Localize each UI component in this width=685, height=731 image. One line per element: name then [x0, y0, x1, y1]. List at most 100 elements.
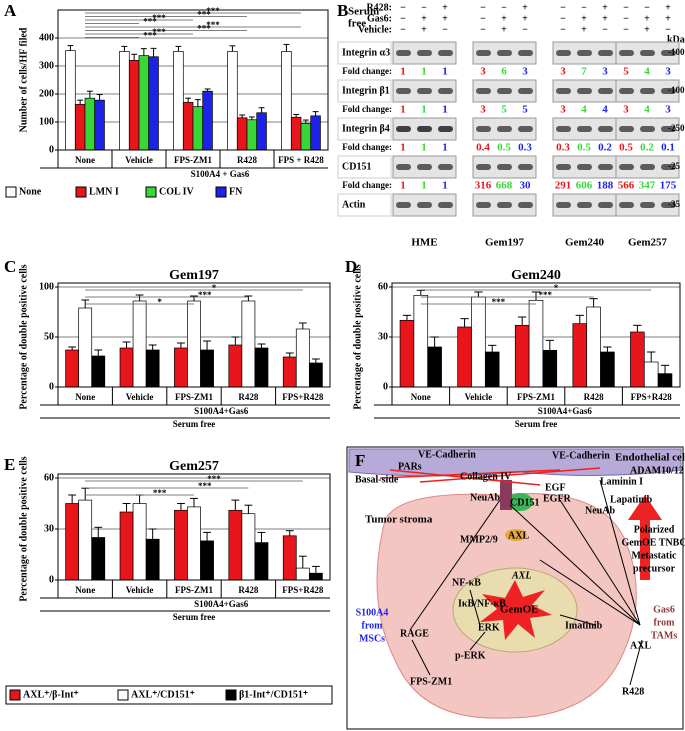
y-axis-label: Percentage of double positive cells — [18, 264, 29, 409]
fold-value: 4 — [581, 104, 587, 116]
condition-sign: + — [421, 13, 427, 24]
diagram-label: S100A4 — [356, 607, 389, 618]
row-label: Integrin β4 — [342, 123, 390, 134]
blot-band — [438, 164, 453, 170]
fold-value: 0.2 — [598, 142, 612, 154]
fold-value: 0.2 — [640, 142, 654, 154]
blot-band — [417, 50, 432, 56]
chart-title: Gem197 — [169, 268, 219, 283]
diagram-label: p-ERK — [455, 650, 486, 661]
panel-label: D — [345, 257, 357, 276]
blot-band — [598, 88, 613, 94]
sig-label: *** — [152, 13, 166, 23]
legend-swatch — [117, 689, 129, 701]
fold-value: 1 — [442, 104, 448, 116]
blot-band — [598, 202, 613, 208]
y-tick-label: 60 — [44, 472, 54, 483]
serum-label: free — [348, 18, 366, 30]
blot-band — [438, 50, 453, 56]
blot-band — [396, 88, 411, 94]
panel-label: A — [4, 1, 17, 20]
sig-label: *** — [492, 297, 506, 307]
condition-sign: + — [522, 2, 528, 13]
condition-sign: + — [421, 24, 427, 35]
blot-band — [640, 202, 655, 208]
fold-value: 7 — [581, 66, 587, 78]
fold-value: 1 — [421, 104, 427, 116]
fold-value: 347 — [639, 180, 656, 192]
fold-value: 0.5 — [619, 142, 633, 154]
bar — [132, 503, 147, 581]
blot-band — [640, 164, 655, 170]
blot-band — [417, 202, 432, 208]
bar — [514, 324, 530, 388]
footer-label: Serum free — [173, 612, 216, 622]
diagram-label: from — [654, 617, 676, 628]
sig-label: *** — [198, 290, 212, 300]
diagram-label: TAMs — [651, 630, 678, 641]
legend-label: AXL⁺/CD151⁺ — [131, 689, 195, 700]
group-label: HME — [411, 237, 437, 249]
fold-label: Fold change: — [342, 180, 392, 190]
bar — [78, 307, 93, 388]
blot-band — [577, 202, 592, 208]
kda-marker: -100 — [668, 47, 685, 57]
blot-band — [518, 202, 533, 208]
condition-label: Gas6: — [367, 13, 392, 24]
footer-label: Serum free — [173, 419, 216, 429]
diagram-label: Metastatic — [632, 550, 678, 561]
fold-value: 3 — [623, 104, 629, 116]
blot-band — [476, 88, 491, 94]
fold-value: 4 — [602, 104, 608, 116]
fold-value: 3 — [665, 104, 671, 116]
row-label: Integrin α3 — [342, 47, 390, 58]
panel-label: E — [4, 455, 15, 474]
y-tick-label: 100 — [39, 116, 54, 127]
condition-sign: + — [602, 13, 608, 24]
legend-label: AXL⁺/β-Int⁺ — [23, 689, 79, 700]
x-tick-label: None — [75, 155, 95, 165]
blot-band — [396, 126, 411, 132]
row-label-box — [337, 193, 392, 217]
x-tick-label: FPS-ZM1 — [174, 155, 212, 165]
diagram-label: Gas6 — [653, 604, 675, 615]
bar — [256, 112, 267, 151]
legend-label: FN — [229, 186, 243, 197]
fold-value: 4 — [644, 104, 650, 116]
condition-sign: + — [665, 13, 671, 24]
bar — [192, 106, 204, 151]
bar — [78, 499, 93, 581]
condition-sign: + — [501, 24, 507, 35]
blot-band — [396, 164, 411, 170]
bar — [119, 347, 134, 388]
blot-band — [640, 50, 655, 56]
sig-label: * — [554, 283, 559, 293]
condition-sign: − — [665, 24, 671, 35]
diagram-label: Basal-side — [355, 474, 399, 485]
condition-sign: − — [400, 13, 406, 24]
bar — [200, 349, 214, 388]
diagram-label: MMP2/9 — [460, 534, 498, 545]
bar — [128, 60, 140, 151]
axl-protein — [505, 529, 527, 541]
blot-band — [556, 164, 571, 170]
bar — [657, 373, 673, 388]
fold-value: 5 — [522, 104, 528, 116]
blot-band — [619, 126, 634, 132]
bar — [254, 542, 269, 581]
bar — [173, 51, 184, 151]
sig-label: *** — [143, 17, 157, 27]
sig-label: *** — [538, 290, 552, 300]
bar — [148, 56, 159, 151]
blot-band — [619, 164, 634, 170]
sig-label: * — [157, 297, 162, 307]
fold-value: 6 — [501, 66, 507, 78]
diagram-label: from — [362, 620, 384, 631]
cd151-icon — [507, 493, 533, 511]
fold-value: 30 — [520, 180, 532, 192]
blot-band — [661, 202, 676, 208]
fold-value: 3 — [665, 66, 671, 78]
bar — [227, 51, 238, 151]
condition-label: Vehicle: — [358, 24, 392, 35]
x-tick-label: Vehicle — [126, 585, 154, 595]
